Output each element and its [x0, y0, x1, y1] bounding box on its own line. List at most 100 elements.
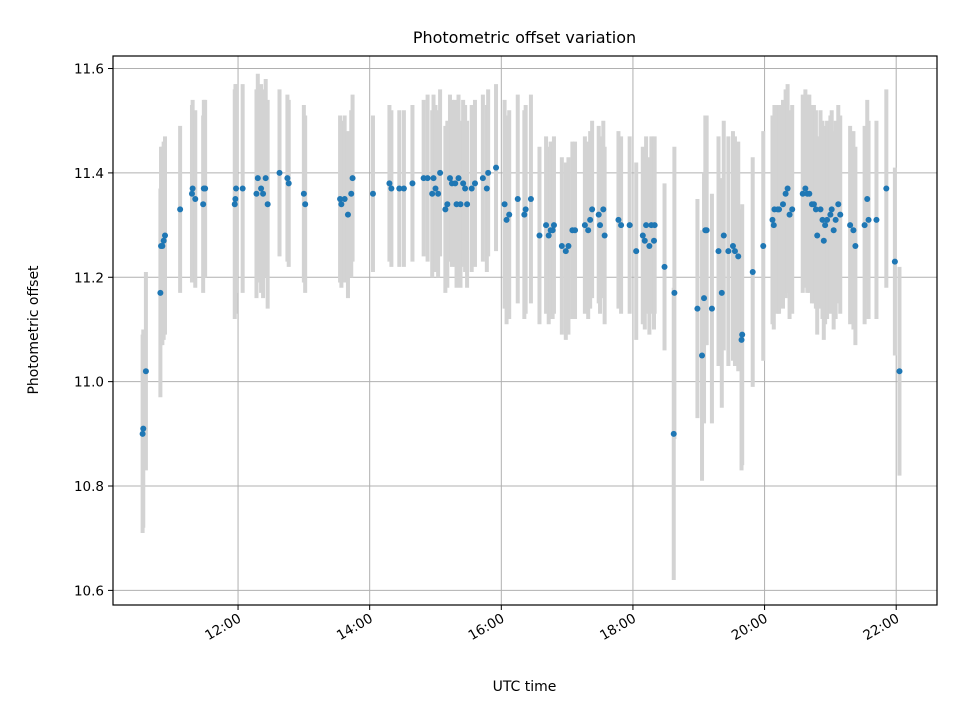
data-point [694, 305, 701, 312]
data-point [835, 201, 842, 208]
data-point [729, 242, 736, 249]
data-point [806, 190, 813, 197]
data-point [810, 201, 817, 208]
data-point [192, 195, 199, 202]
data-point [338, 201, 345, 208]
data-point [817, 206, 824, 213]
x-tick-label: 16:00 [466, 611, 508, 644]
data-point [718, 289, 725, 296]
data-point [650, 237, 657, 244]
data-point [396, 185, 403, 192]
x-tick-label: 12:00 [202, 611, 244, 644]
data-point [819, 216, 826, 223]
data-point [231, 201, 238, 208]
data-point [585, 227, 592, 234]
data-point [344, 211, 351, 218]
y-tick-label: 11.0 [74, 375, 104, 391]
data-point [522, 206, 529, 213]
data-point [626, 222, 633, 229]
data-point [348, 190, 355, 197]
data-point [739, 331, 746, 338]
data-point [827, 211, 834, 218]
data-point [386, 180, 393, 187]
data-point [738, 336, 745, 343]
data-point [589, 206, 596, 213]
data-point [832, 216, 839, 223]
data-point [160, 237, 167, 244]
data-point [847, 222, 854, 229]
data-point [861, 222, 868, 229]
data-point [565, 242, 572, 249]
data-point [661, 263, 668, 270]
data-point [430, 175, 437, 182]
data-point [701, 295, 708, 302]
data-point [779, 201, 786, 208]
data-point [337, 195, 344, 202]
data-point [506, 211, 513, 218]
data-point [572, 227, 579, 234]
data-point [349, 175, 356, 182]
data-point [699, 352, 706, 359]
data-point [852, 242, 859, 249]
data-point [276, 169, 283, 176]
data-point [460, 180, 467, 187]
data-point [254, 175, 261, 182]
data-point [549, 227, 556, 234]
point-layer [139, 164, 903, 437]
data-point [883, 185, 890, 192]
data-point [633, 248, 640, 255]
x-tick-label: 20:00 [729, 611, 771, 644]
data-point [581, 222, 588, 229]
data-point [720, 232, 727, 239]
x-tick-label: 18:00 [597, 611, 639, 644]
data-point [468, 185, 475, 192]
data-point [232, 195, 239, 202]
data-point [670, 430, 677, 437]
data-point [799, 190, 806, 197]
data-point [464, 201, 471, 208]
data-point [824, 216, 831, 223]
x-axis-label: UTC time [493, 679, 557, 695]
data-point [830, 227, 837, 234]
chart-title: Photometric offset variation [413, 28, 636, 47]
data-point [536, 232, 543, 239]
data-point [708, 305, 715, 312]
data-point [896, 368, 903, 375]
data-point [444, 201, 451, 208]
data-point [285, 180, 292, 187]
y-tick-label: 11.6 [74, 62, 104, 78]
x-tick-label: 22:00 [861, 611, 903, 644]
data-point [587, 216, 594, 223]
data-point [483, 185, 490, 192]
y-tick-label: 11.4 [74, 166, 104, 182]
data-point [452, 180, 459, 187]
data-point [233, 185, 240, 192]
data-point [437, 169, 444, 176]
data-point [789, 206, 796, 213]
data-point [828, 206, 835, 213]
data-point [769, 216, 776, 223]
data-point [850, 227, 857, 234]
data-point [715, 248, 722, 255]
data-point [302, 201, 309, 208]
data-point [550, 222, 557, 229]
data-point [543, 222, 550, 229]
data-point [501, 201, 508, 208]
data-point [814, 232, 821, 239]
data-point [142, 368, 149, 375]
data-point [159, 242, 166, 249]
data-point [703, 227, 710, 234]
errorbar-layer [140, 73, 902, 580]
y-axis-label: Photometric offset [26, 265, 42, 395]
data-point [618, 222, 625, 229]
data-point [161, 232, 168, 239]
data-point [253, 190, 260, 197]
data-point [284, 175, 291, 182]
data-point [837, 211, 844, 218]
data-point [435, 190, 442, 197]
data-point [812, 206, 819, 213]
y-tick-label: 10.8 [74, 479, 104, 495]
data-point [188, 190, 195, 197]
data-point [770, 222, 777, 229]
